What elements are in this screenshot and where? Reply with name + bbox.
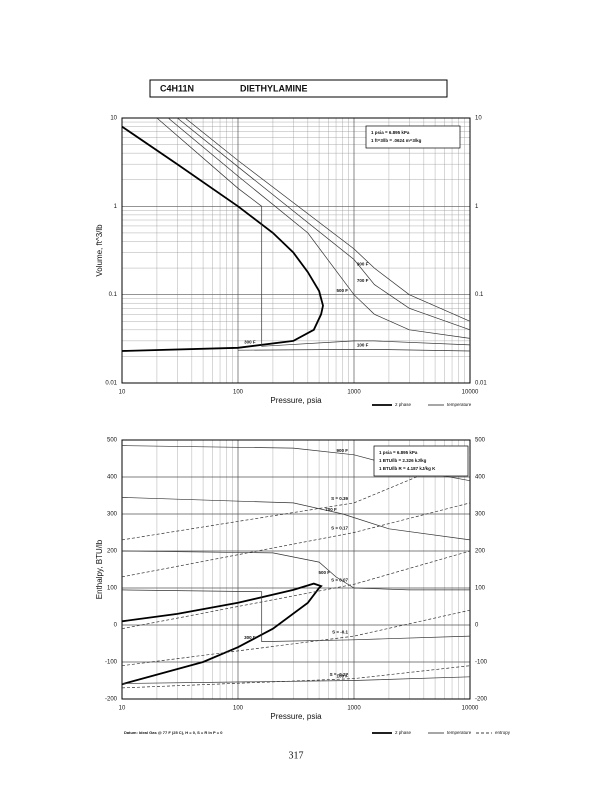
curve-label: 300 F [244, 340, 256, 345]
header-box [149, 79, 448, 98]
series-line [121, 125, 324, 352]
x-tick-label: 10000 [462, 390, 479, 396]
curve-label: S = -0.27 [330, 672, 349, 677]
y-tick-label: -100 [105, 660, 118, 666]
y-tick-label-right: 0 [475, 623, 479, 629]
note-box [373, 445, 469, 477]
y-tick-label: 1 [114, 204, 118, 210]
series-line [121, 589, 471, 642]
footnote: Datum: Ideal Gas @ 77 F (25 C), H = 0, S… [124, 730, 223, 735]
curve-label: 100 F [336, 674, 348, 679]
legend-label: 2 phase [395, 730, 412, 735]
note: 1 BTU/lb = 2.326 kJ/kg [379, 458, 427, 463]
y-tick-label-right: 300 [475, 512, 486, 518]
y-tick-label-right: 500 [475, 438, 486, 444]
y-tick-label: 500 [107, 438, 118, 444]
y-axis-label: Enthalpy, BTU/lb [95, 539, 104, 599]
y-tick-label: 10 [110, 116, 117, 122]
y-tick-label-right: -100 [475, 660, 488, 666]
legend-label: entropy [495, 730, 511, 735]
curve-label: 100 F [357, 343, 369, 348]
series-line [121, 502, 471, 578]
curve-label: S = 0.39 [331, 496, 348, 501]
series-line [121, 550, 470, 591]
y-tick-label: 100 [107, 586, 118, 592]
legend-label: temperature [447, 730, 472, 735]
page-number: 317 [289, 750, 304, 761]
series-line [167, 117, 471, 339]
curve-label: 900 F [336, 448, 348, 453]
y-tick-label: 0.1 [109, 292, 118, 298]
y-tick-label-right: 10 [475, 116, 482, 122]
series-line [121, 676, 471, 684]
note: 1 psia = 6.895 kPa [371, 130, 410, 135]
series-line [184, 117, 471, 322]
x-tick-label: 1000 [347, 706, 361, 712]
note: 1 BTU/lb R = 4.187 kJ/kg K [379, 466, 436, 471]
curve-label: S = 0.17 [331, 526, 348, 531]
y-tick-label-right: 0.01 [475, 381, 487, 387]
legend-label: 2 phase [395, 402, 412, 407]
note: 1 psia = 6.895 kPa [379, 450, 418, 455]
y-tick-label: 300 [107, 512, 118, 518]
y-axis-label: Volume, ft^3/lb [95, 224, 104, 277]
x-tick-label: 100 [233, 706, 244, 712]
series-line [177, 117, 471, 331]
y-tick-label: -200 [105, 697, 118, 703]
series-line [121, 665, 471, 689]
series-line [121, 582, 323, 686]
curve-label: 700 F [325, 507, 337, 512]
note-box [365, 125, 461, 149]
series-line [121, 550, 471, 630]
curve-label: 300 F [244, 635, 256, 640]
y-tick-label: 0.01 [105, 381, 117, 387]
y-tick-label-right: 400 [475, 475, 486, 481]
y-tick-label: 400 [107, 475, 118, 481]
x-tick-label: 10 [119, 390, 126, 396]
curve-label: 500 F [319, 570, 331, 575]
plot-frame [121, 439, 471, 700]
formula: C4H11N [160, 83, 194, 93]
x-axis-label: Pressure, psia [270, 396, 322, 405]
compound-name: DIETHYLAMINE [240, 83, 308, 93]
series-line [121, 497, 471, 541]
curve-label: 900 F [357, 261, 369, 266]
note: 1 ft^3/lb = .0624 m^3/kg [371, 138, 422, 143]
y-tick-label-right: 200 [475, 549, 486, 555]
series-line [156, 117, 471, 347]
series-line [121, 609, 471, 667]
y-tick-label-right: -200 [475, 697, 488, 703]
legend-label: temperature [447, 402, 472, 407]
y-tick-label-right: 0.1 [475, 292, 484, 298]
y-tick-label-right: 1 [475, 204, 479, 210]
y-tick-label: 200 [107, 549, 118, 555]
y-tick-label-right: 100 [475, 586, 486, 592]
curve-label: 500 F [336, 288, 348, 293]
x-tick-label: 10 [119, 706, 126, 712]
x-tick-label: 10000 [462, 706, 479, 712]
series-line [237, 349, 471, 352]
curve-label: S = -0.1 [332, 629, 348, 634]
y-tick-label: 0 [114, 623, 118, 629]
curve-label: 700 F [357, 278, 369, 283]
curve-label: S = 0.07 [331, 577, 348, 582]
x-tick-label: 1000 [347, 390, 361, 396]
x-axis-label: Pressure, psia [270, 712, 322, 721]
x-tick-label: 100 [233, 390, 244, 396]
plot-frame [121, 117, 471, 384]
